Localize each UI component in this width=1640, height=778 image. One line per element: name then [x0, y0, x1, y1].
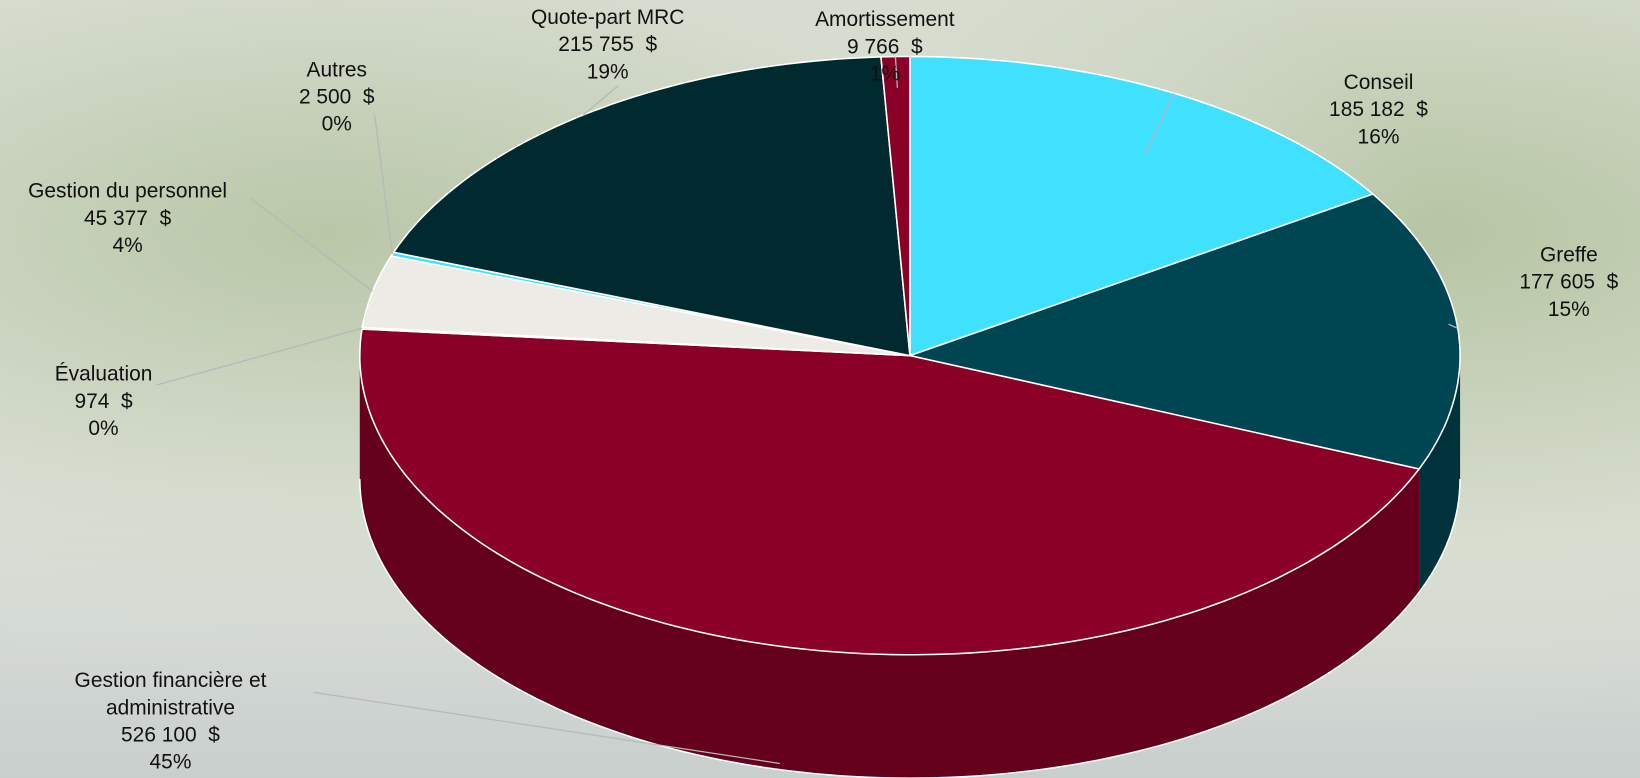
label-value: 45 377 $	[83, 207, 172, 231]
slice	[359, 328, 1421, 656]
label-value: 177 605 $	[1519, 270, 1619, 294]
data-label: Quote-part MRC 215 755 $ 19%	[482, 4, 733, 86]
label-percent: 19%	[586, 60, 629, 84]
label-value: 215 755 $	[558, 33, 658, 57]
label-name: Autres	[306, 58, 368, 82]
label-value: 185 182 $	[1329, 98, 1428, 122]
label-name: Gestion du personnel	[28, 179, 228, 203]
leader-line	[373, 112, 394, 255]
label-name: Gestion financière et administrative	[74, 669, 267, 720]
label-percent: 0%	[88, 417, 119, 441]
label-percent: 4%	[112, 234, 143, 258]
label-name: Greffe	[1539, 243, 1598, 267]
data-label: Conseil 185 182 $ 16%	[1253, 69, 1504, 151]
data-label: Gestion du personnel 45 377 $ 4%	[2, 178, 253, 260]
label-name: Amortissement	[815, 8, 955, 32]
data-label: Amortissement 9 766 $ 1%	[759, 6, 1010, 88]
data-label: Gestion financière et administrative 526 …	[55, 667, 285, 776]
data-label: Greffe 177 605 $ 15%	[1443, 242, 1640, 324]
data-label: Évaluation 974 $ 0%	[0, 361, 229, 443]
label-percent: 0%	[321, 112, 352, 136]
label-value: 9 766 $	[847, 35, 923, 59]
label-name: Évaluation	[54, 362, 153, 386]
data-label: Autres 2 500 $ 0%	[211, 56, 462, 138]
leader-line	[313, 691, 780, 765]
label-percent: 15%	[1547, 298, 1590, 322]
label-value: 974 $	[74, 390, 133, 414]
label-percent: 1%	[869, 62, 900, 86]
label-name: Quote-part MRC	[530, 6, 685, 30]
label-percent: 16%	[1357, 125, 1400, 149]
leader-line	[156, 327, 363, 386]
leader-line	[583, 85, 619, 116]
label-name: Conseil	[1343, 71, 1414, 95]
label-value: 2 500 $	[298, 85, 375, 109]
slice-side	[359, 355, 1420, 778]
label-value: 526 100 $	[121, 723, 220, 747]
leader-line	[894, 56, 899, 88]
leader-line	[1448, 323, 1459, 330]
leader-line	[1144, 92, 1175, 156]
leader-line	[250, 198, 374, 292]
pie-rim	[359, 479, 1461, 778]
label-percent: 45%	[149, 750, 192, 774]
